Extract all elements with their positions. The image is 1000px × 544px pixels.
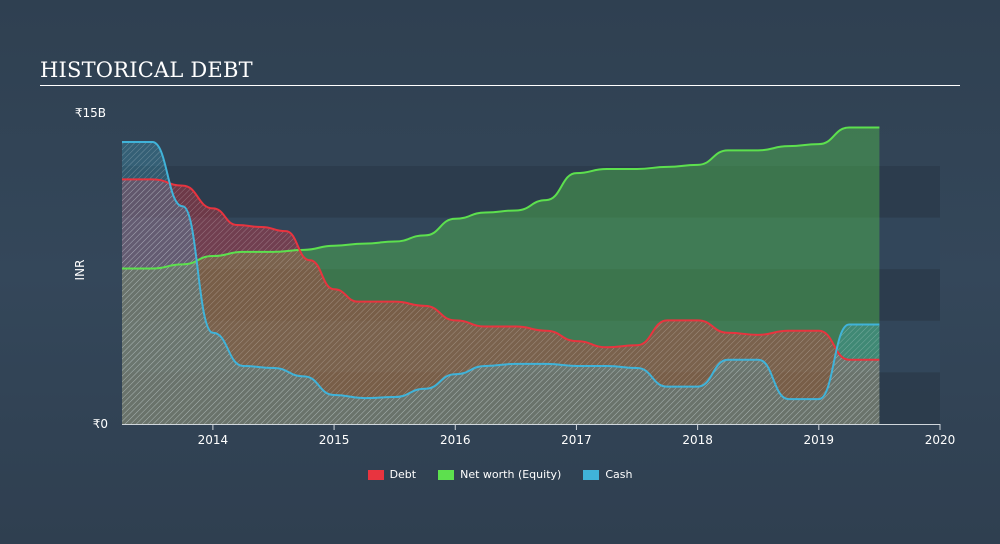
chart-title: HISTORICAL DEBT <box>40 58 253 82</box>
legend-swatch-net-worth <box>438 469 455 480</box>
legend-label-cash: Cash <box>605 468 633 481</box>
legend-swatch-debt <box>367 469 384 480</box>
legend-swatch-cash <box>583 469 600 480</box>
plot-band <box>122 166 940 218</box>
line-debt <box>122 178 880 361</box>
legend-item-net-worth[interactable]: Net worth (Equity) <box>438 468 561 481</box>
y-axis-label: INR <box>73 260 87 281</box>
y-tick-label-max: ₹15B <box>75 106 106 120</box>
hatch-debt <box>122 179 880 424</box>
legend-item-cash[interactable]: Cash <box>583 468 632 481</box>
x-tick-label: 2016 <box>440 433 471 447</box>
legend-label-debt: Debt <box>389 468 417 481</box>
x-tick-label: 2019 <box>804 433 835 447</box>
x-tick-label: 2015 <box>319 433 350 447</box>
hatch-cash <box>122 142 880 424</box>
x-tick-label: 2020 <box>925 433 956 447</box>
chart-legend: Debt Net worth (Equity) Cash <box>0 468 1000 481</box>
x-tick-label: 2018 <box>682 433 713 447</box>
legend-item-debt[interactable]: Debt <box>367 468 417 481</box>
line-net-worth <box>122 126 880 270</box>
x-tick-label: 2014 <box>198 433 229 447</box>
y-tick-label-min: ₹0 <box>93 417 108 431</box>
legend-label-net-worth: Net worth (Equity) <box>460 468 562 481</box>
title-divider <box>40 85 960 86</box>
x-tick-label: 2017 <box>561 433 592 447</box>
line-cash <box>121 141 880 401</box>
